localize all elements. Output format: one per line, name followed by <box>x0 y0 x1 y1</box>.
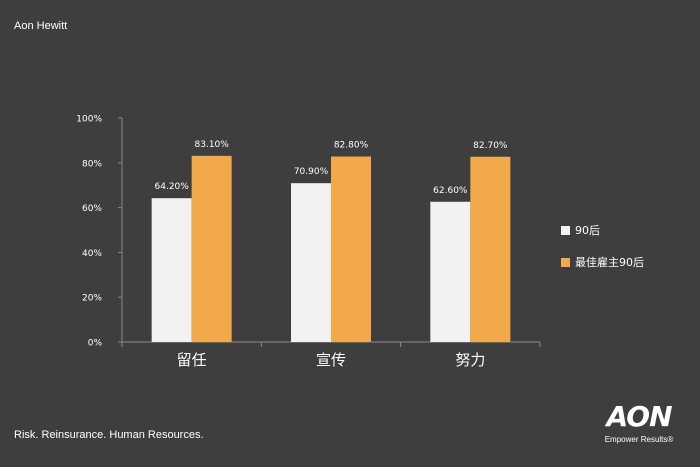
legend-item-series-2: 最佳雇主90后 <box>561 254 644 270</box>
data-label: 82.80% <box>334 141 369 151</box>
y-tick-label: 60% <box>82 204 102 214</box>
y-tick-label: 100% <box>76 115 102 125</box>
legend-swatch-series-2 <box>561 257 570 267</box>
bar <box>430 201 471 342</box>
y-tick-label: 40% <box>82 249 102 259</box>
legend-item-series-1: 90后 <box>561 222 644 238</box>
category-label: 宣传 <box>316 351 346 369</box>
chart-legend: 90后 最佳雇主90后 <box>561 222 644 286</box>
aon-logo: AON Empower Results® <box>598 402 680 452</box>
data-label: 62.60% <box>433 186 468 196</box>
data-label: 83.10% <box>195 140 230 150</box>
data-label: 82.70% <box>473 141 508 151</box>
bar <box>191 155 232 342</box>
y-tick-label: 20% <box>82 294 102 304</box>
data-label: 64.20% <box>155 182 190 192</box>
brand-title: Aon Hewitt <box>14 20 68 32</box>
footer-tagline: Risk. Reinsurance. Human Resources. <box>14 429 204 441</box>
category-label: 留任 <box>177 351 207 369</box>
legend-swatch-series-1 <box>561 225 570 235</box>
logo-wordmark: AON <box>606 400 672 433</box>
y-tick-label: 80% <box>82 159 102 169</box>
bar <box>331 156 371 342</box>
category-label: 努力 <box>455 351 485 369</box>
legend-label-series-2: 最佳雇主90后 <box>575 256 644 269</box>
y-tick-label: 0% <box>88 339 103 349</box>
bar <box>151 198 192 342</box>
bar <box>470 156 511 342</box>
logo-tagline: Empower Results® <box>604 435 674 444</box>
legend-label-series-1: 90后 <box>575 224 600 237</box>
data-label: 70.90% <box>294 167 329 177</box>
bar <box>291 183 331 342</box>
